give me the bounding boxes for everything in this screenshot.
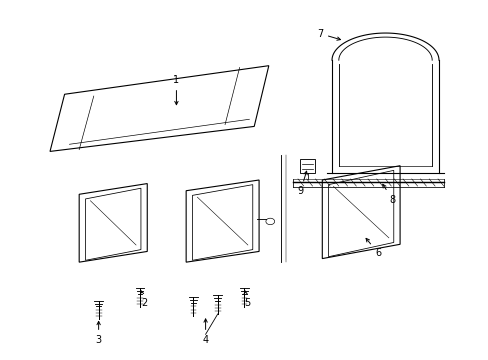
Text: 4: 4 xyxy=(202,319,208,345)
Text: 8: 8 xyxy=(382,184,395,204)
Text: 7: 7 xyxy=(316,28,340,40)
Text: 9: 9 xyxy=(297,171,306,197)
Text: 5: 5 xyxy=(244,291,249,308)
Text: 3: 3 xyxy=(95,321,102,345)
Text: 2: 2 xyxy=(140,291,148,308)
Text: 1: 1 xyxy=(173,75,179,105)
Text: 6: 6 xyxy=(366,238,381,258)
